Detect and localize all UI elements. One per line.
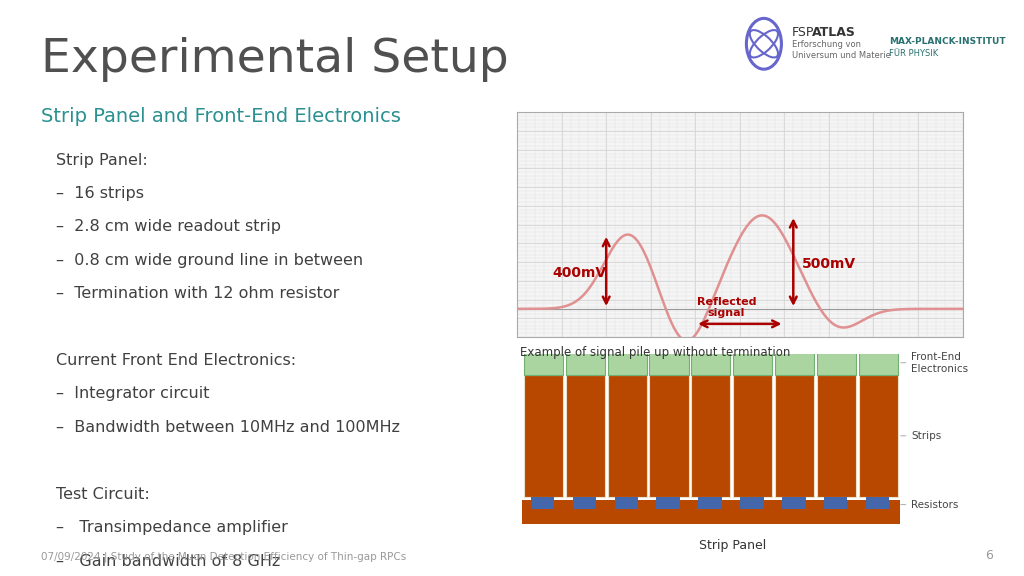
Text: 400mV: 400mV	[553, 266, 607, 281]
Bar	[740, 497, 764, 509]
Text: Resistors: Resistors	[901, 499, 958, 510]
Bar	[524, 351, 563, 374]
Text: Test Circuit:: Test Circuit:	[56, 487, 151, 502]
Bar	[817, 374, 856, 497]
Text: –  2.8 cm wide readout strip: – 2.8 cm wide readout strip	[56, 219, 282, 234]
Text: 500mV: 500mV	[802, 257, 856, 271]
Text: FÜR PHYSIK: FÜR PHYSIK	[889, 49, 938, 58]
Text: ATLAS: ATLAS	[812, 26, 856, 39]
Text: –  Termination with 12 ohm resistor: – Termination with 12 ohm resistor	[56, 286, 340, 301]
Bar	[565, 351, 605, 374]
Bar	[775, 374, 814, 497]
Bar	[530, 497, 554, 509]
Bar	[733, 374, 772, 497]
Text: Current Front End Electronics:: Current Front End Electronics:	[56, 353, 296, 368]
Text: Erforschung von: Erforschung von	[792, 40, 860, 50]
Text: Universum und Materie: Universum und Materie	[792, 51, 891, 60]
Text: Strip Panel: Strip Panel	[698, 539, 766, 552]
Text: Front-End
Electronics: Front-End Electronics	[901, 352, 969, 374]
Bar	[524, 374, 563, 497]
Bar	[565, 374, 605, 497]
Bar	[733, 351, 772, 374]
Text: Experimental Setup: Experimental Setup	[41, 37, 509, 82]
Text: Strip Panel:: Strip Panel:	[56, 153, 148, 168]
Bar	[649, 374, 688, 497]
Bar	[859, 351, 898, 374]
Text: –   Transimpedance amplifier: – Transimpedance amplifier	[56, 520, 288, 535]
Bar	[817, 351, 856, 374]
Text: Strip Panel and Front-End Electronics: Strip Panel and Front-End Electronics	[41, 107, 400, 126]
Text: Strips: Strips	[901, 431, 942, 441]
Text: FSP: FSP	[792, 26, 814, 39]
Bar	[607, 374, 647, 497]
Bar	[782, 497, 806, 509]
Text: –  0.8 cm wide ground line in between: – 0.8 cm wide ground line in between	[56, 253, 364, 268]
Text: –  Integrator circuit: – Integrator circuit	[56, 386, 210, 401]
Text: Reflected
signal: Reflected signal	[696, 297, 757, 318]
Bar	[859, 374, 898, 497]
Bar	[866, 497, 890, 509]
Bar	[698, 497, 722, 509]
Text: MAX-PLANCK-INSTITUT: MAX-PLANCK-INSTITUT	[889, 37, 1006, 47]
Bar	[521, 501, 900, 524]
Bar	[691, 351, 730, 374]
Text: 07/09/2024 | Study of the Muon Detection Efficiency of Thin-gap RPCs: 07/09/2024 | Study of the Muon Detection…	[41, 551, 407, 562]
Bar	[614, 497, 638, 509]
Bar	[649, 351, 688, 374]
Text: Example of signal pile up without termination: Example of signal pile up without termin…	[520, 346, 791, 359]
Text: –  Bandwidth between 10MHz and 100MHz: – Bandwidth between 10MHz and 100MHz	[56, 420, 400, 435]
Bar	[656, 497, 680, 509]
Bar	[572, 497, 596, 509]
Bar	[775, 351, 814, 374]
Bar	[691, 374, 730, 497]
Text: –  16 strips: – 16 strips	[56, 186, 144, 201]
Bar	[824, 497, 848, 509]
Text: –   Gain bandwidth of 8 GHz: – Gain bandwidth of 8 GHz	[56, 554, 281, 569]
Text: 6: 6	[985, 548, 993, 562]
Bar	[607, 351, 647, 374]
